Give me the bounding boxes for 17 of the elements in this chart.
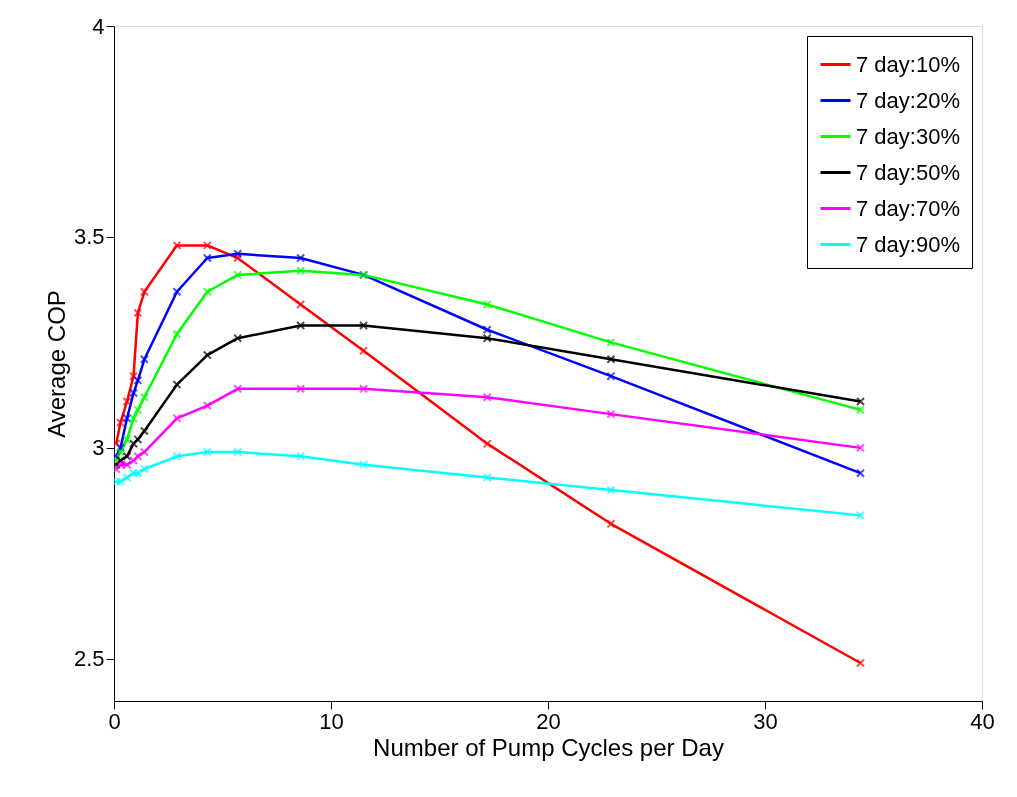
x-axis-title: Number of Pump Cycles per Day xyxy=(373,733,724,761)
legend-label: 7 day:10% xyxy=(856,51,960,77)
y-tick-label: 4 xyxy=(92,13,105,39)
x-tick-label: 30 xyxy=(753,708,778,734)
x-tick-label: 20 xyxy=(536,708,561,734)
y-tick-label: 3.5 xyxy=(73,224,105,250)
y-tick-label: 3 xyxy=(92,435,105,461)
legend-label: 7 day:90% xyxy=(856,231,960,257)
legend-label: 7 day:20% xyxy=(856,87,960,113)
x-tick-label: 40 xyxy=(970,708,995,734)
legend-label: 7 day:50% xyxy=(856,159,960,185)
y-tick-label: 2.5 xyxy=(73,646,105,672)
legend-label: 7 day:30% xyxy=(856,123,960,149)
legend-label: 7 day:70% xyxy=(856,195,960,221)
y-axis-title: Average COP xyxy=(42,290,70,438)
x-tick-label: 10 xyxy=(319,708,344,734)
x-tick-label: 0 xyxy=(108,708,121,734)
